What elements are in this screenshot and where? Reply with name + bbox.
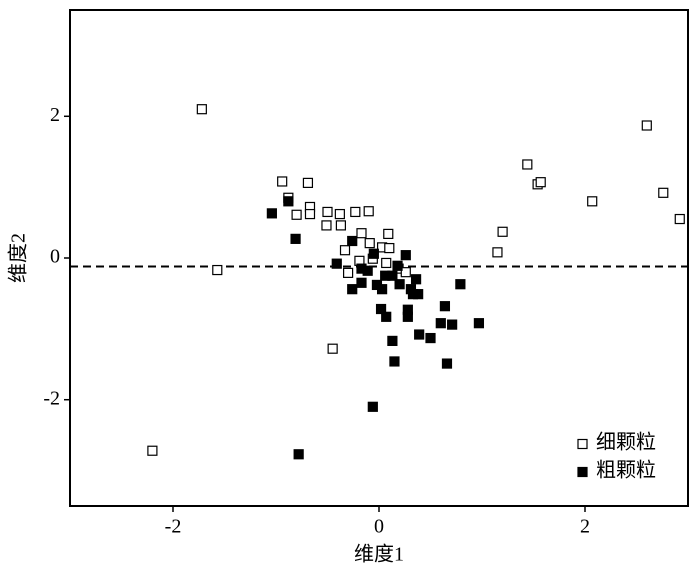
point xyxy=(367,401,378,412)
point xyxy=(383,228,394,240)
point xyxy=(497,226,508,237)
point xyxy=(277,176,288,187)
point xyxy=(400,267,411,278)
point xyxy=(435,318,446,329)
point xyxy=(441,358,453,369)
point xyxy=(290,233,301,244)
point xyxy=(414,329,425,340)
legend-marker xyxy=(577,438,588,450)
legend-label: 粗颗粒 xyxy=(596,459,656,482)
point xyxy=(291,209,302,220)
point xyxy=(283,196,294,207)
point xyxy=(363,206,374,217)
point xyxy=(376,284,388,295)
point xyxy=(447,319,458,330)
point xyxy=(304,208,316,220)
point xyxy=(302,177,314,188)
point xyxy=(196,104,207,115)
point xyxy=(350,206,361,218)
point xyxy=(381,311,392,322)
y-axis-label: 维度2 xyxy=(7,233,30,283)
point xyxy=(322,206,333,218)
point xyxy=(335,220,346,231)
legend-marker xyxy=(577,466,588,478)
point xyxy=(400,250,411,261)
y-tick-label: -2 xyxy=(43,387,60,409)
point xyxy=(522,159,533,170)
point xyxy=(362,265,373,276)
point xyxy=(387,270,398,281)
point xyxy=(384,242,395,254)
point xyxy=(347,235,358,247)
x-axis-label: 维度1 xyxy=(354,543,404,566)
point xyxy=(356,277,367,288)
y-tick-label: 2 xyxy=(50,104,60,126)
point xyxy=(413,289,424,300)
point xyxy=(535,177,546,188)
point xyxy=(641,120,652,131)
point xyxy=(339,245,351,256)
point xyxy=(402,311,413,322)
point xyxy=(364,238,375,249)
point xyxy=(658,187,669,198)
point xyxy=(455,279,466,290)
point xyxy=(387,335,398,347)
point xyxy=(381,257,392,269)
point xyxy=(392,260,403,271)
point xyxy=(410,274,422,285)
point xyxy=(327,343,338,354)
point xyxy=(587,196,598,207)
x-tick-label: 0 xyxy=(374,516,384,538)
point xyxy=(674,213,685,225)
point xyxy=(266,208,277,219)
point xyxy=(347,284,358,295)
point xyxy=(321,220,332,231)
x-tick-label: 2 xyxy=(580,516,590,538)
point xyxy=(425,332,436,344)
point xyxy=(293,449,304,460)
point xyxy=(389,356,400,367)
y-tick-label: 0 xyxy=(50,246,60,268)
point xyxy=(492,247,503,258)
point xyxy=(375,303,387,315)
x-tick-label: -2 xyxy=(165,516,182,538)
point xyxy=(473,318,485,329)
point xyxy=(356,228,367,239)
point xyxy=(334,208,345,220)
point xyxy=(394,279,405,290)
point xyxy=(147,445,158,456)
point xyxy=(331,258,342,269)
point xyxy=(343,267,354,278)
legend-label: 细颗粒 xyxy=(596,431,656,454)
point xyxy=(439,301,451,312)
point xyxy=(212,264,223,276)
point xyxy=(368,248,379,259)
